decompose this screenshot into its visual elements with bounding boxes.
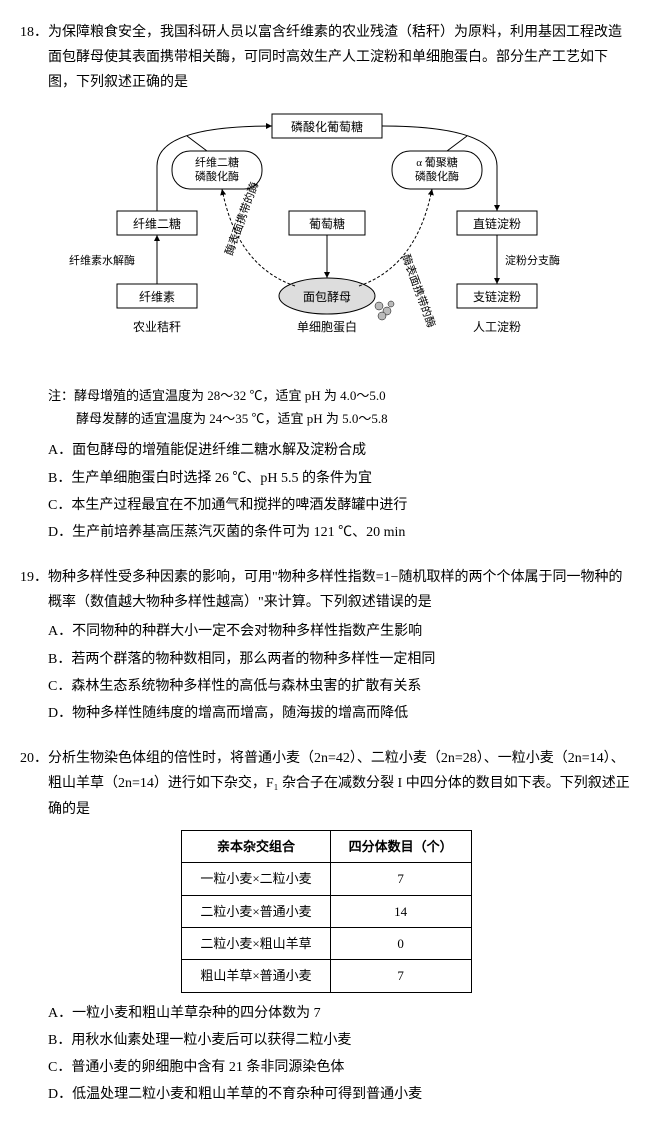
table-row: 二粒小麦×普通小麦 14 (182, 895, 471, 927)
question-18: 18．为保障粮食安全，我国科研人员以富含纤维素的农业残渣（秸秆）为原料，利用基因… (20, 20, 633, 545)
td: 0 (330, 927, 471, 959)
table-row: 一粒小麦×二粒小麦 7 (182, 863, 471, 895)
node-yeast: 面包酵母 (302, 290, 350, 304)
td: 7 (330, 863, 471, 895)
label-dash-left: 酶表面携带的酶 (221, 179, 260, 256)
q18-options: A．面包酵母的增殖能促进纤维二糖水解及淀粉合成 B．生产单细胞蛋白时选择 26 … (48, 438, 633, 545)
q19-option-c: C．森林生态系统物种多样性的高低与森林虫害的扩散有关系 (48, 674, 633, 699)
q20-stem-block: 20．分析生物染色体组的倍性时，将普通小麦（2n=42）、二粒小麦（2n=28）… (48, 746, 633, 822)
q19-options: A．不同物种的种群大小一定不会对物种多样性指数产生影响 B．若两个群落的物种数相… (48, 619, 633, 726)
node-leftround1: 纤维二糖 (195, 155, 239, 169)
td: 一粒小麦×二粒小麦 (182, 863, 330, 895)
node-leftmid: 纤维二糖 (132, 216, 180, 231)
td: 粗山羊草×普通小麦 (182, 960, 330, 992)
q20-option-c: C．普通小麦的卵细胞中含有 21 条非同源染色体 (48, 1055, 633, 1080)
th-1: 四分体数目（个） (330, 830, 471, 862)
q19-option-d: D．物种多样性随纬度的增高而增高，随海拔的增高而降低 (48, 701, 633, 726)
q18-number: 18． (20, 25, 48, 40)
q18-note1: 注：酵母增殖的适宜温度为 28～32 ℃，适宜 pH 为 4.0～5.0 (48, 384, 633, 407)
node-rightbot: 支链淀粉 (472, 289, 520, 304)
node-centermid: 葡萄糖 (308, 216, 344, 231)
table-row: 二粒小麦×粗山羊草 0 (182, 927, 471, 959)
yeast-cluster-icon (375, 301, 394, 320)
q19-number: 19． (20, 570, 48, 585)
node-top: 磷酸化葡萄糖 (290, 119, 362, 134)
q18-note2: 酵母发酵的适宜温度为 24～35 ℃，适宜 pH 为 5.0～5.8 (76, 407, 633, 430)
q20-number: 20． (20, 751, 48, 766)
q18-stem-block: 18．为保障粮食安全，我国科研人员以富含纤维素的农业残渣（秸秆）为原料，利用基因… (48, 20, 633, 96)
q19-option-b: B．若两个群落的物种数相同，那么两者的物种多样性一定相同 (48, 647, 633, 672)
td: 二粒小麦×普通小麦 (182, 895, 330, 927)
td: 7 (330, 960, 471, 992)
question-20: 20．分析生物染色体组的倍性时，将普通小麦（2n=42）、二粒小麦（2n=28）… (20, 746, 633, 1107)
table-row: 粗山羊草×普通小麦 7 (182, 960, 471, 992)
q18-option-c: C．本生产过程最宜在不加通气和搅拌的啤酒发酵罐中进行 (48, 493, 633, 518)
label-left-enzyme: 纤维素水解酶 (69, 253, 135, 267)
q18-option-d: D．生产前培养基高压蒸汽灭菌的条件可为 121 ℃、20 min (48, 520, 633, 545)
node-rightround1: α 葡聚糖 (416, 155, 458, 169)
label-bottom-right: 人工淀粉 (472, 320, 520, 334)
node-leftround2: 磷酸化酶 (195, 169, 239, 183)
td: 二粒小麦×粗山羊草 (182, 927, 330, 959)
q20-option-b: B．用秋水仙素处理一粒小麦后可以获得二粒小麦 (48, 1028, 633, 1053)
q20-option-d: D．低温处理二粒小麦和粗山羊草的不育杂种可得到普通小麦 (48, 1082, 633, 1107)
q18-option-a: A．面包酵母的增殖能促进纤维二糖水解及淀粉合成 (48, 438, 633, 463)
label-bottom-left: 农业秸秆 (132, 320, 180, 334)
table-header-row: 亲本杂交组合 四分体数目（个） (182, 830, 471, 862)
td: 14 (330, 895, 471, 927)
q19-stem-block: 19．物种多样性受多种因素的影响，可用"物种多样性指数=1−随机取样的两个个体属… (48, 565, 633, 615)
node-rightmid: 直链淀粉 (472, 216, 520, 231)
label-bottom-center: 单细胞蛋白 (296, 319, 356, 334)
q20-options: A．一粒小麦和粗山羊草杂种的四分体数为 7 B．用秋水仙素处理一粒小麦后可以获得… (48, 1001, 633, 1108)
th-0: 亲本杂交组合 (182, 830, 330, 862)
q19-stem: 物种多样性受多种因素的影响，可用"物种多样性指数=1−随机取样的两个个体属于同一… (48, 570, 623, 610)
q18-option-b: B．生产单细胞蛋白时选择 26 ℃、pH 5.5 的条件为宜 (48, 466, 633, 491)
q20-stem: 分析生物染色体组的倍性时，将普通小麦（2n=42）、二粒小麦（2n=28）、一粒… (48, 751, 630, 816)
node-rightround2: 磷酸化酶 (415, 169, 459, 183)
q18-note: 注：酵母增殖的适宜温度为 28～32 ℃，适宜 pH 为 4.0～5.0 酵母发… (48, 384, 633, 431)
q19-option-a: A．不同物种的种群大小一定不会对物种多样性指数产生影响 (48, 619, 633, 644)
question-19: 19．物种多样性受多种因素的影响，可用"物种多样性指数=1−随机取样的两个个体属… (20, 565, 633, 726)
q20-option-a: A．一粒小麦和粗山羊草杂种的四分体数为 7 (48, 1001, 633, 1026)
label-right-enzyme: 淀粉分支酶 (505, 253, 560, 267)
q18-stem: 为保障粮食安全，我国科研人员以富含纤维素的农业残渣（秸秆）为原料，利用基因工程改… (48, 25, 622, 90)
node-leftbot: 纤维素 (138, 290, 174, 304)
q18-diagram: 磷酸化葡萄糖 纤维二糖 磷酸化酶 α 葡聚糖 磷酸化酶 纤维二糖 葡萄糖 直链淀… (48, 106, 605, 376)
label-dash-right: 酶表面携带的酶 (399, 252, 438, 329)
q20-table: 亲本杂交组合 四分体数目（个） 一粒小麦×二粒小麦 7 二粒小麦×普通小麦 14… (181, 830, 471, 993)
